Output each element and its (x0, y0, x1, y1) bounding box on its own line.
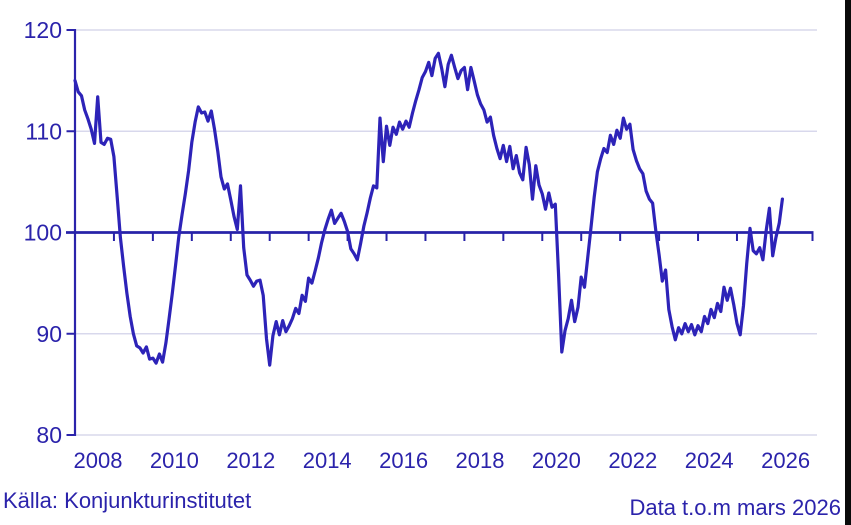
y-tick-label-100: 100 (24, 220, 62, 246)
series-line (73, 51, 785, 367)
y-tick-label-90: 90 (36, 321, 62, 347)
x-tick-label-2014: 2014 (303, 448, 352, 473)
x-tick-label-2022: 2022 (608, 448, 657, 473)
x-tick-label-2010: 2010 (150, 448, 199, 473)
source-caption: Källa: Konjunkturinstitutet (3, 488, 252, 513)
x-tick-label-2026: 2026 (761, 448, 810, 473)
x-tick-label-2016: 2016 (379, 448, 428, 473)
y-tick-label-80: 80 (36, 422, 62, 448)
x-tick-label-2012: 2012 (226, 448, 275, 473)
x-tick-label-2018: 2018 (456, 448, 505, 473)
x-tick-label-2024: 2024 (685, 448, 734, 473)
x-tick-label-2020: 2020 (532, 448, 581, 473)
x-tick-label-2008: 2008 (74, 448, 123, 473)
y-tick-label-110: 110 (25, 118, 62, 144)
y-tick-label-120: 120 (24, 17, 62, 43)
data-coverage-caption: Data t.o.m mars 2026 (629, 495, 841, 520)
screen-right-edge (845, 0, 851, 525)
